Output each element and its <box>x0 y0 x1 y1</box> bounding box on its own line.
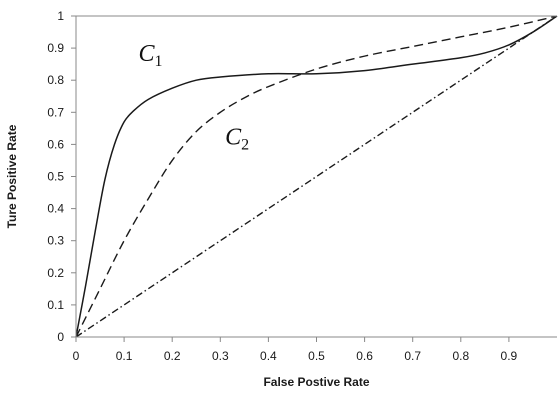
x-ticks: 0 0.1 0.2 0.3 0.4 0.5 0.6 0.7 0.8 0.9 <box>73 337 518 363</box>
series-line-c1 <box>75 15 558 338</box>
curve-label-base: C <box>225 124 242 150</box>
y-tick-label: 1 <box>57 9 64 23</box>
y-tick-label: 0.7 <box>47 105 64 119</box>
x-tick-label: 0.9 <box>501 349 518 363</box>
x-tick-label: 0.5 <box>308 349 325 363</box>
curve-label-c1: C1 <box>139 41 163 70</box>
curve-label-subscript: 2 <box>241 136 249 153</box>
y-tick-label: 0 <box>57 330 64 344</box>
x-tick-label: 0.7 <box>404 349 421 363</box>
y-tick-label: 0.6 <box>47 137 64 151</box>
curve-label-c2: C2 <box>225 124 249 153</box>
curve-label-base: C <box>139 41 156 67</box>
plot-area <box>75 15 558 338</box>
x-tick-label: 0.3 <box>212 349 229 363</box>
x-tick-label: 0 <box>73 349 80 363</box>
series-line-random <box>75 15 558 338</box>
x-tick-label: 0.2 <box>164 349 181 363</box>
y-tick-label: 0.9 <box>47 41 64 55</box>
y-tick-label: 0.2 <box>47 266 64 280</box>
y-tick-label: 0.8 <box>47 73 64 87</box>
x-tick-label: 0.6 <box>356 349 373 363</box>
y-tick-label: 0.1 <box>47 298 64 312</box>
y-tick-label: 0.4 <box>47 202 64 216</box>
series-line-c2 <box>75 15 558 338</box>
x-tick-label: 0.4 <box>260 349 277 363</box>
y-axis-title: Ture Positive Rate <box>5 124 19 228</box>
y-tick-label: 0.3 <box>47 234 64 248</box>
y-tick-label: 0.5 <box>47 170 64 184</box>
y-ticks: 0 0.1 0.2 0.3 0.4 0.5 0.6 0.7 0.8 0.9 1 <box>47 9 76 344</box>
x-tick-label: 0.8 <box>452 349 469 363</box>
x-tick-label: 0.1 <box>116 349 133 363</box>
x-axis-title: False Postive Rate <box>263 375 369 389</box>
curve-label-subscript: 1 <box>155 53 163 70</box>
